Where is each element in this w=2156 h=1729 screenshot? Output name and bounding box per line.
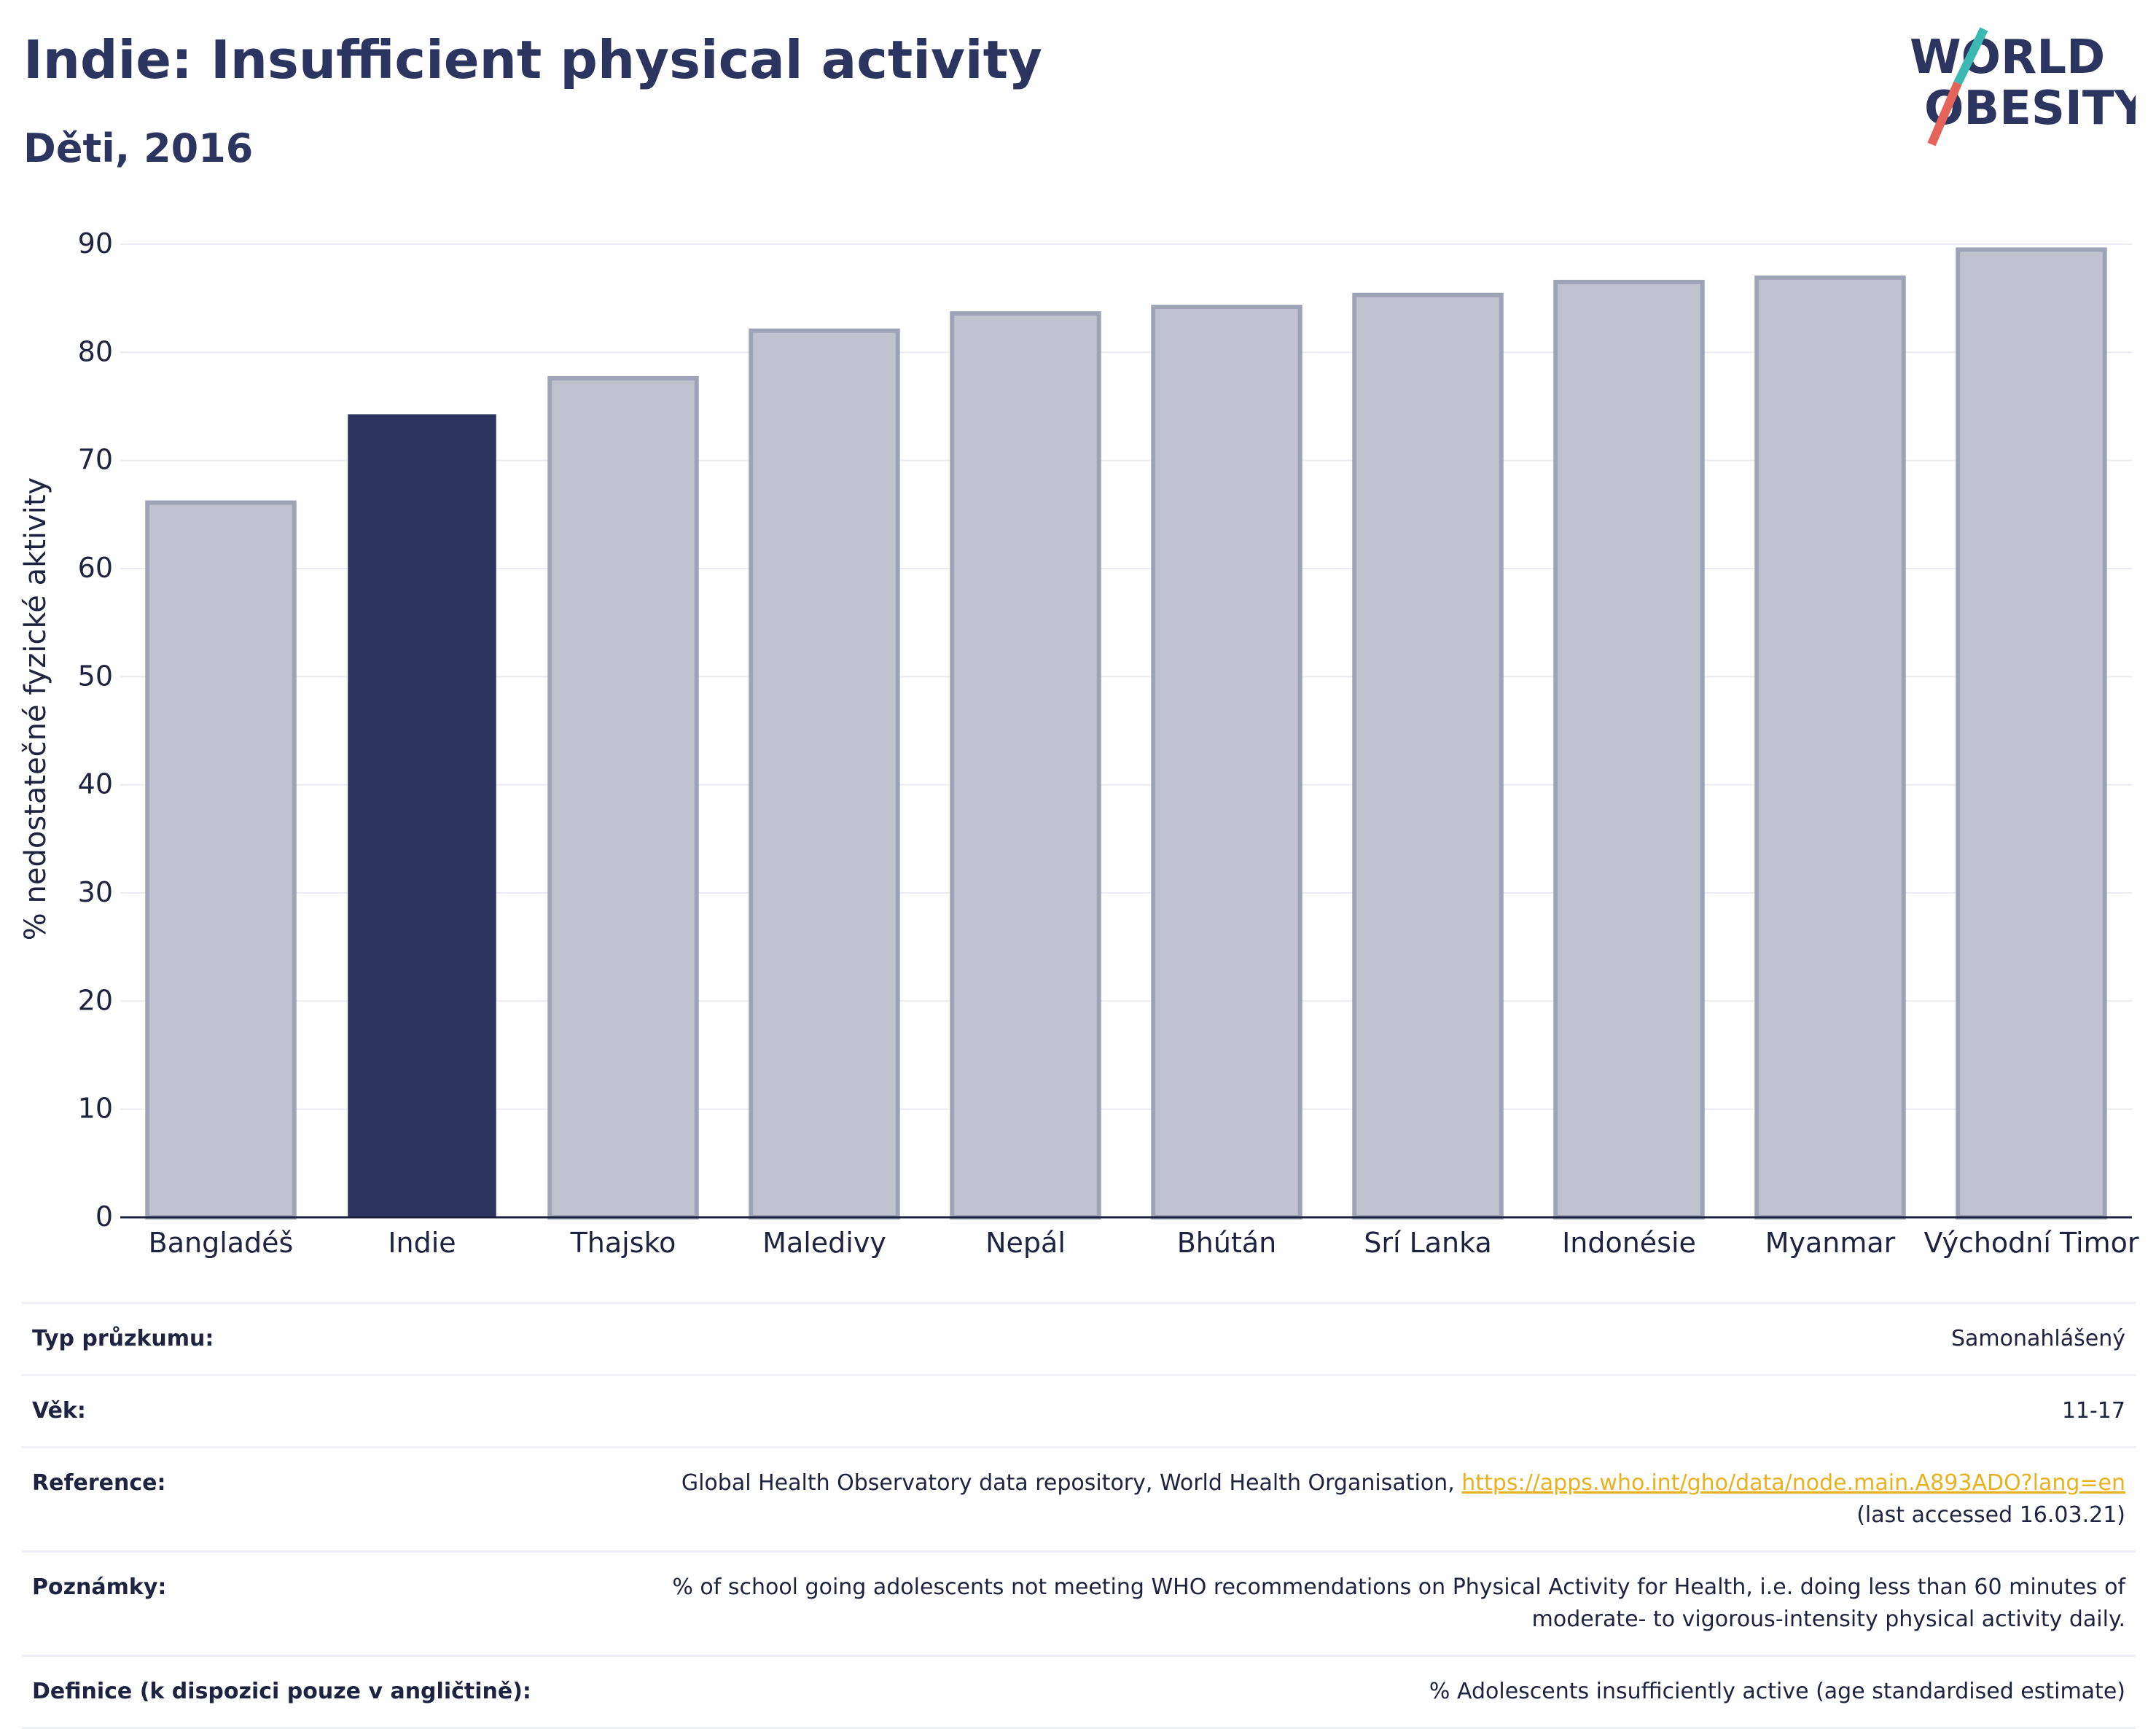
y-tick-label: 90 bbox=[78, 227, 113, 259]
logo-slash-coral bbox=[1927, 81, 1962, 147]
reference-link[interactable]: https://apps.who.int/gho/data/node.main.… bbox=[1461, 1470, 2125, 1496]
x-tick-label: Nepál bbox=[985, 1227, 1066, 1259]
info-table: Typ průzkumu: Samonahlášený Věk: 11-17 R… bbox=[22, 1302, 2136, 1729]
y-tick-label: 50 bbox=[78, 660, 113, 692]
x-tick-label: Východní Timor bbox=[1923, 1227, 2139, 1259]
age-label: Věk: bbox=[32, 1398, 86, 1424]
y-tick-label: 60 bbox=[78, 552, 113, 584]
bar-1 bbox=[348, 414, 496, 1218]
info-row-reference: Reference: Global Health Observatory dat… bbox=[22, 1447, 2136, 1552]
x-tick-label: Thajsko bbox=[570, 1227, 676, 1259]
definition-label: Definice (k dispozici pouze v angličtině… bbox=[32, 1679, 531, 1704]
bar-7 bbox=[1553, 279, 1705, 1220]
bar-4 bbox=[950, 311, 1101, 1219]
info-row-age: Věk: 11-17 bbox=[22, 1375, 2136, 1448]
logo-slash-teal bbox=[1953, 27, 1988, 85]
bar-8 bbox=[1754, 275, 1906, 1220]
page-subtitle: Děti, 2016 bbox=[23, 125, 254, 171]
world-obesity-logo: WORLD OBESITY bbox=[1910, 27, 2136, 147]
y-tick-label: 70 bbox=[78, 444, 113, 476]
y-tick-label: 40 bbox=[78, 768, 113, 800]
x-tick-label: Bangladéš bbox=[149, 1227, 294, 1259]
bar-2 bbox=[547, 375, 699, 1219]
y-tick-label: 30 bbox=[78, 876, 113, 908]
x-tick-label: Indonésie bbox=[1562, 1227, 1696, 1259]
chart-bars bbox=[145, 247, 2107, 1220]
page-title: Indie: Insufficient physical activity bbox=[23, 29, 1042, 90]
y-tick-label: 0 bbox=[95, 1201, 113, 1233]
reference-value: Global Health Observatory data repositor… bbox=[552, 1448, 2136, 1552]
y-tick-labels: 0 10 20 30 40 50 60 70 80 90 bbox=[78, 227, 113, 1233]
x-tick-label: Srí Lanka bbox=[1364, 1227, 1492, 1259]
survey-type-label: Typ průzkumu: bbox=[32, 1326, 214, 1351]
y-axis-label: % nedostatečné fyzické aktivity bbox=[19, 477, 52, 940]
info-row-survey-type: Typ průzkumu: Samonahlášený bbox=[22, 1303, 2136, 1375]
notes-line-2: moderate- to vigorous-intensity physical… bbox=[1531, 1607, 2125, 1632]
logo-word-world: WORLD bbox=[1910, 31, 2105, 85]
age-value: 11-17 bbox=[2061, 1398, 2125, 1424]
bar-5 bbox=[1151, 305, 1302, 1220]
definition-value: % Adolescents insufficiently active (age… bbox=[1429, 1679, 2125, 1704]
x-tick-label: Myanmar bbox=[1765, 1227, 1896, 1259]
bar-9 bbox=[1956, 247, 2107, 1220]
y-tick-label: 10 bbox=[78, 1093, 113, 1125]
x-tick-labels: Bangladéš Indie Thajsko Maledivy Nepál Bhútán… bbox=[149, 1227, 2139, 1259]
x-tick-label: Bhútán bbox=[1177, 1227, 1277, 1259]
reference-label: Reference: bbox=[32, 1470, 166, 1496]
bar-chart: 0 10 20 30 40 50 60 70 80 90 Bangladéš Indie Thajsk… bbox=[19, 227, 2139, 1259]
x-tick-label: Indie bbox=[388, 1227, 456, 1259]
info-row-definition: Definice (k dispozici pouze v angličtině… bbox=[22, 1655, 2136, 1728]
y-tick-label: 20 bbox=[78, 984, 113, 1016]
x-tick-label: Maledivy bbox=[762, 1227, 886, 1259]
bar-0 bbox=[145, 500, 297, 1219]
bar-3 bbox=[749, 328, 900, 1220]
survey-type-value: Samonahlášený bbox=[1951, 1326, 2125, 1351]
notes-line-1: % of school going adolescents not meetin… bbox=[672, 1574, 2125, 1600]
logo-word-obesity: OBESITY bbox=[1924, 82, 2136, 136]
notes-value: % of school going adolescents not meetin… bbox=[552, 1552, 2136, 1656]
info-row-notes: Poznámky: % of school going adolescents … bbox=[22, 1551, 2136, 1656]
notes-label: Poznámky: bbox=[32, 1574, 167, 1600]
bar-6 bbox=[1352, 292, 1504, 1219]
reference-accessed: (last accessed 16.03.21) bbox=[1856, 1502, 2125, 1528]
reference-text: Global Health Observatory data repositor… bbox=[681, 1470, 1462, 1496]
y-tick-label: 80 bbox=[78, 335, 113, 367]
